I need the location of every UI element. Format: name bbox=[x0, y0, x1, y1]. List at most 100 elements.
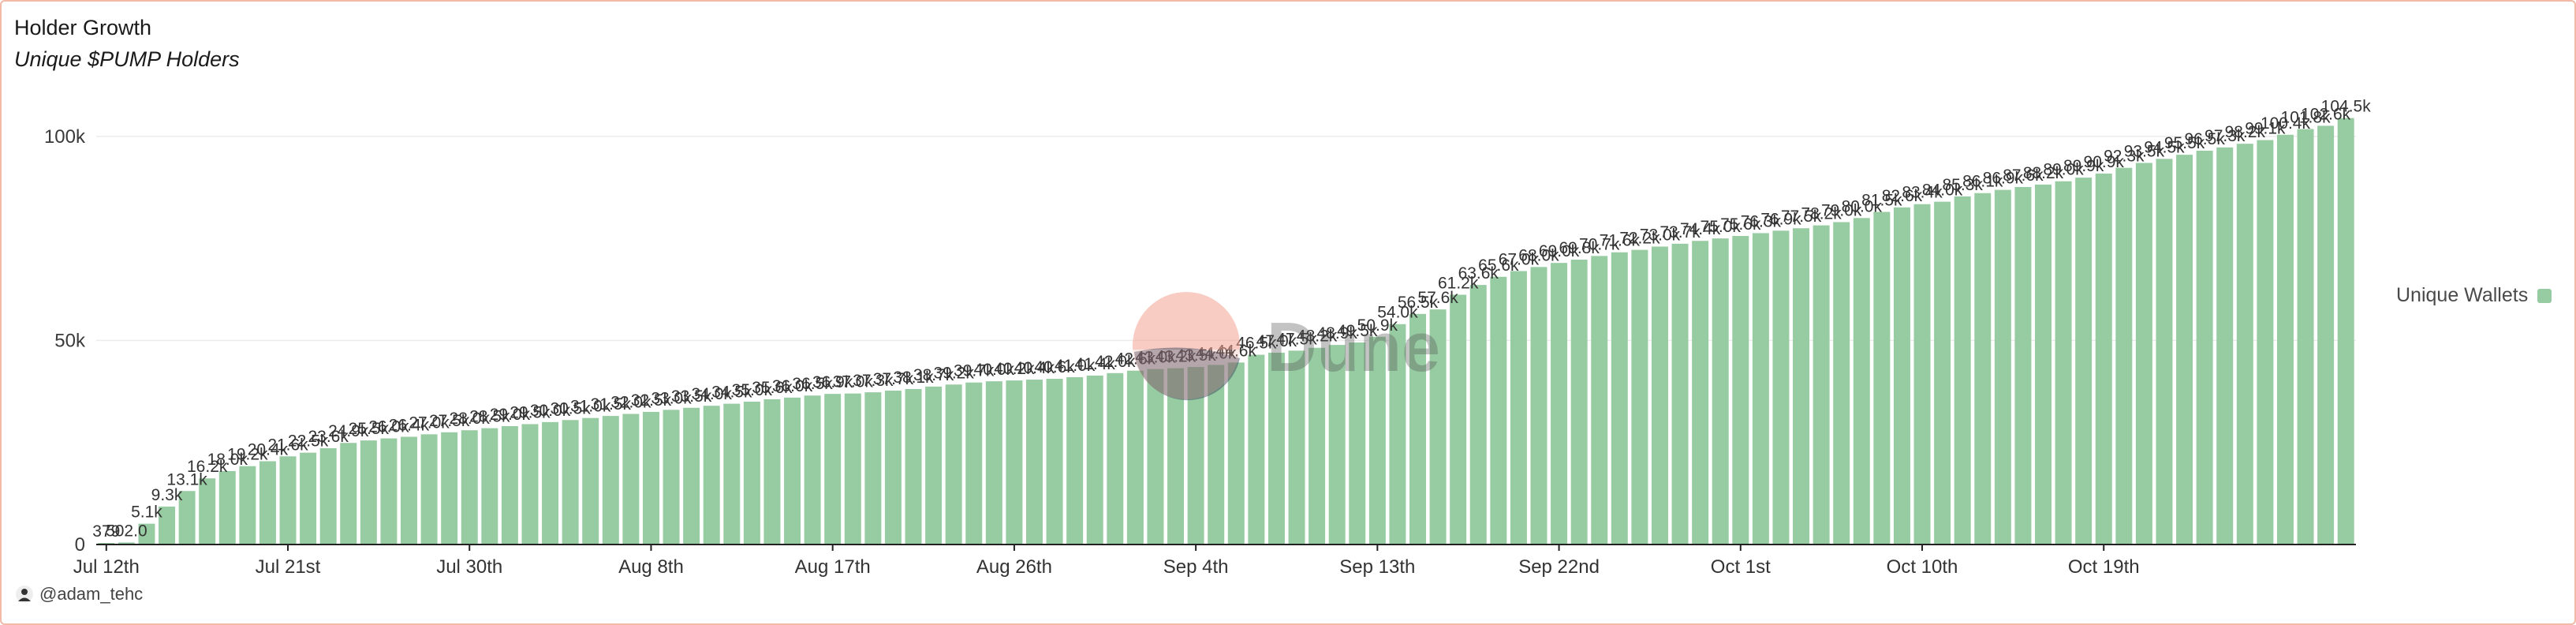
bar[interactable] bbox=[602, 416, 619, 545]
bar[interactable] bbox=[2176, 155, 2193, 545]
bar[interactable] bbox=[1974, 193, 1992, 545]
bar[interactable] bbox=[1692, 241, 1709, 545]
bar[interactable] bbox=[1772, 230, 1790, 545]
bar[interactable] bbox=[2135, 163, 2152, 545]
bar[interactable] bbox=[1025, 380, 1043, 545]
bar[interactable] bbox=[1147, 369, 1164, 545]
bar[interactable] bbox=[743, 402, 760, 545]
bar[interactable] bbox=[1126, 370, 1144, 545]
bar[interactable] bbox=[2035, 184, 2051, 545]
bar[interactable] bbox=[1793, 228, 1810, 545]
bar[interactable] bbox=[1490, 276, 1507, 545]
bar[interactable] bbox=[703, 406, 720, 545]
bar[interactable] bbox=[1309, 347, 1326, 545]
bar[interactable] bbox=[1671, 243, 1689, 545]
bar[interactable] bbox=[2337, 118, 2354, 545]
bar[interactable] bbox=[159, 506, 176, 545]
bar[interactable] bbox=[300, 452, 317, 545]
bar[interactable] bbox=[2156, 159, 2173, 545]
bar[interactable] bbox=[763, 399, 781, 545]
bar[interactable] bbox=[1873, 211, 1891, 545]
bar[interactable] bbox=[360, 440, 377, 545]
bar[interactable] bbox=[1651, 246, 1668, 545]
bar[interactable] bbox=[218, 470, 236, 545]
bar[interactable] bbox=[1046, 379, 1063, 545]
bar[interactable] bbox=[1450, 294, 1467, 545]
bar[interactable] bbox=[965, 382, 983, 545]
bar[interactable] bbox=[380, 438, 398, 545]
bar[interactable] bbox=[884, 391, 902, 545]
bar[interactable] bbox=[1913, 204, 1931, 545]
bar[interactable] bbox=[582, 417, 599, 545]
bar[interactable] bbox=[723, 403, 741, 545]
bar[interactable] bbox=[824, 394, 842, 545]
bar[interactable] bbox=[925, 386, 943, 545]
bar[interactable] bbox=[2317, 125, 2335, 545]
bar[interactable] bbox=[1712, 238, 1729, 545]
bar[interactable] bbox=[1267, 352, 1285, 545]
bar[interactable] bbox=[2075, 178, 2093, 545]
bar[interactable] bbox=[1551, 263, 1568, 545]
bar[interactable] bbox=[2276, 134, 2294, 545]
bar[interactable] bbox=[1107, 372, 1124, 545]
bar[interactable] bbox=[2257, 140, 2274, 545]
bar[interactable] bbox=[178, 491, 196, 545]
bar[interactable] bbox=[1570, 260, 1588, 545]
bar[interactable] bbox=[1187, 367, 1204, 545]
bar[interactable] bbox=[1227, 362, 1245, 545]
bar[interactable] bbox=[844, 393, 861, 545]
bar[interactable] bbox=[1208, 365, 1225, 545]
bar[interactable] bbox=[1813, 225, 1830, 545]
bar[interactable] bbox=[1086, 375, 1103, 545]
bar[interactable] bbox=[804, 395, 821, 545]
bar[interactable] bbox=[864, 392, 882, 545]
bar[interactable] bbox=[259, 461, 276, 545]
bar[interactable] bbox=[2196, 150, 2213, 545]
bar[interactable] bbox=[542, 421, 559, 545]
bar[interactable] bbox=[420, 434, 438, 545]
bar[interactable] bbox=[1510, 271, 1527, 545]
bar[interactable] bbox=[1288, 350, 1305, 545]
bar[interactable] bbox=[461, 430, 478, 545]
bar[interactable] bbox=[441, 432, 458, 545]
bar[interactable] bbox=[1328, 345, 1346, 545]
bar[interactable] bbox=[1389, 324, 1406, 545]
bar[interactable] bbox=[985, 381, 1002, 545]
bar[interactable] bbox=[2297, 129, 2314, 545]
bar[interactable] bbox=[1833, 222, 1850, 545]
bar[interactable] bbox=[1066, 376, 1084, 545]
bar[interactable] bbox=[2115, 167, 2133, 545]
bar[interactable] bbox=[1752, 233, 1769, 545]
bar[interactable] bbox=[340, 443, 357, 545]
bar[interactable] bbox=[118, 542, 135, 545]
bar[interactable] bbox=[622, 414, 640, 545]
bar[interactable] bbox=[1853, 218, 1870, 545]
bar[interactable] bbox=[1994, 189, 2011, 545]
bar[interactable] bbox=[642, 411, 659, 545]
bar[interactable] bbox=[562, 420, 579, 545]
bar[interactable] bbox=[2014, 186, 2032, 545]
bar[interactable] bbox=[1006, 380, 1023, 545]
bar[interactable] bbox=[2236, 144, 2253, 545]
bar[interactable] bbox=[279, 456, 297, 545]
bar[interactable] bbox=[784, 397, 801, 545]
bar[interactable] bbox=[1934, 201, 1951, 545]
bar[interactable] bbox=[1631, 249, 1648, 545]
bar[interactable] bbox=[319, 447, 337, 545]
bar[interactable] bbox=[501, 426, 518, 545]
bar[interactable] bbox=[1591, 256, 1608, 545]
bar[interactable] bbox=[2095, 173, 2112, 545]
bar[interactable] bbox=[2216, 147, 2234, 545]
bar[interactable] bbox=[663, 410, 680, 545]
bar[interactable] bbox=[1954, 196, 1971, 545]
bar[interactable] bbox=[521, 424, 539, 545]
bar[interactable] bbox=[239, 466, 256, 545]
bar[interactable] bbox=[1368, 336, 1386, 545]
legend[interactable]: Unique Wallets bbox=[2396, 284, 2552, 307]
bar[interactable] bbox=[1732, 236, 1749, 545]
author-handle[interactable]: @adam_tehc bbox=[39, 584, 144, 604]
bar[interactable] bbox=[1469, 285, 1487, 545]
bar[interactable] bbox=[1248, 354, 1265, 545]
bar[interactable] bbox=[1530, 267, 1547, 545]
bar[interactable] bbox=[199, 478, 216, 545]
